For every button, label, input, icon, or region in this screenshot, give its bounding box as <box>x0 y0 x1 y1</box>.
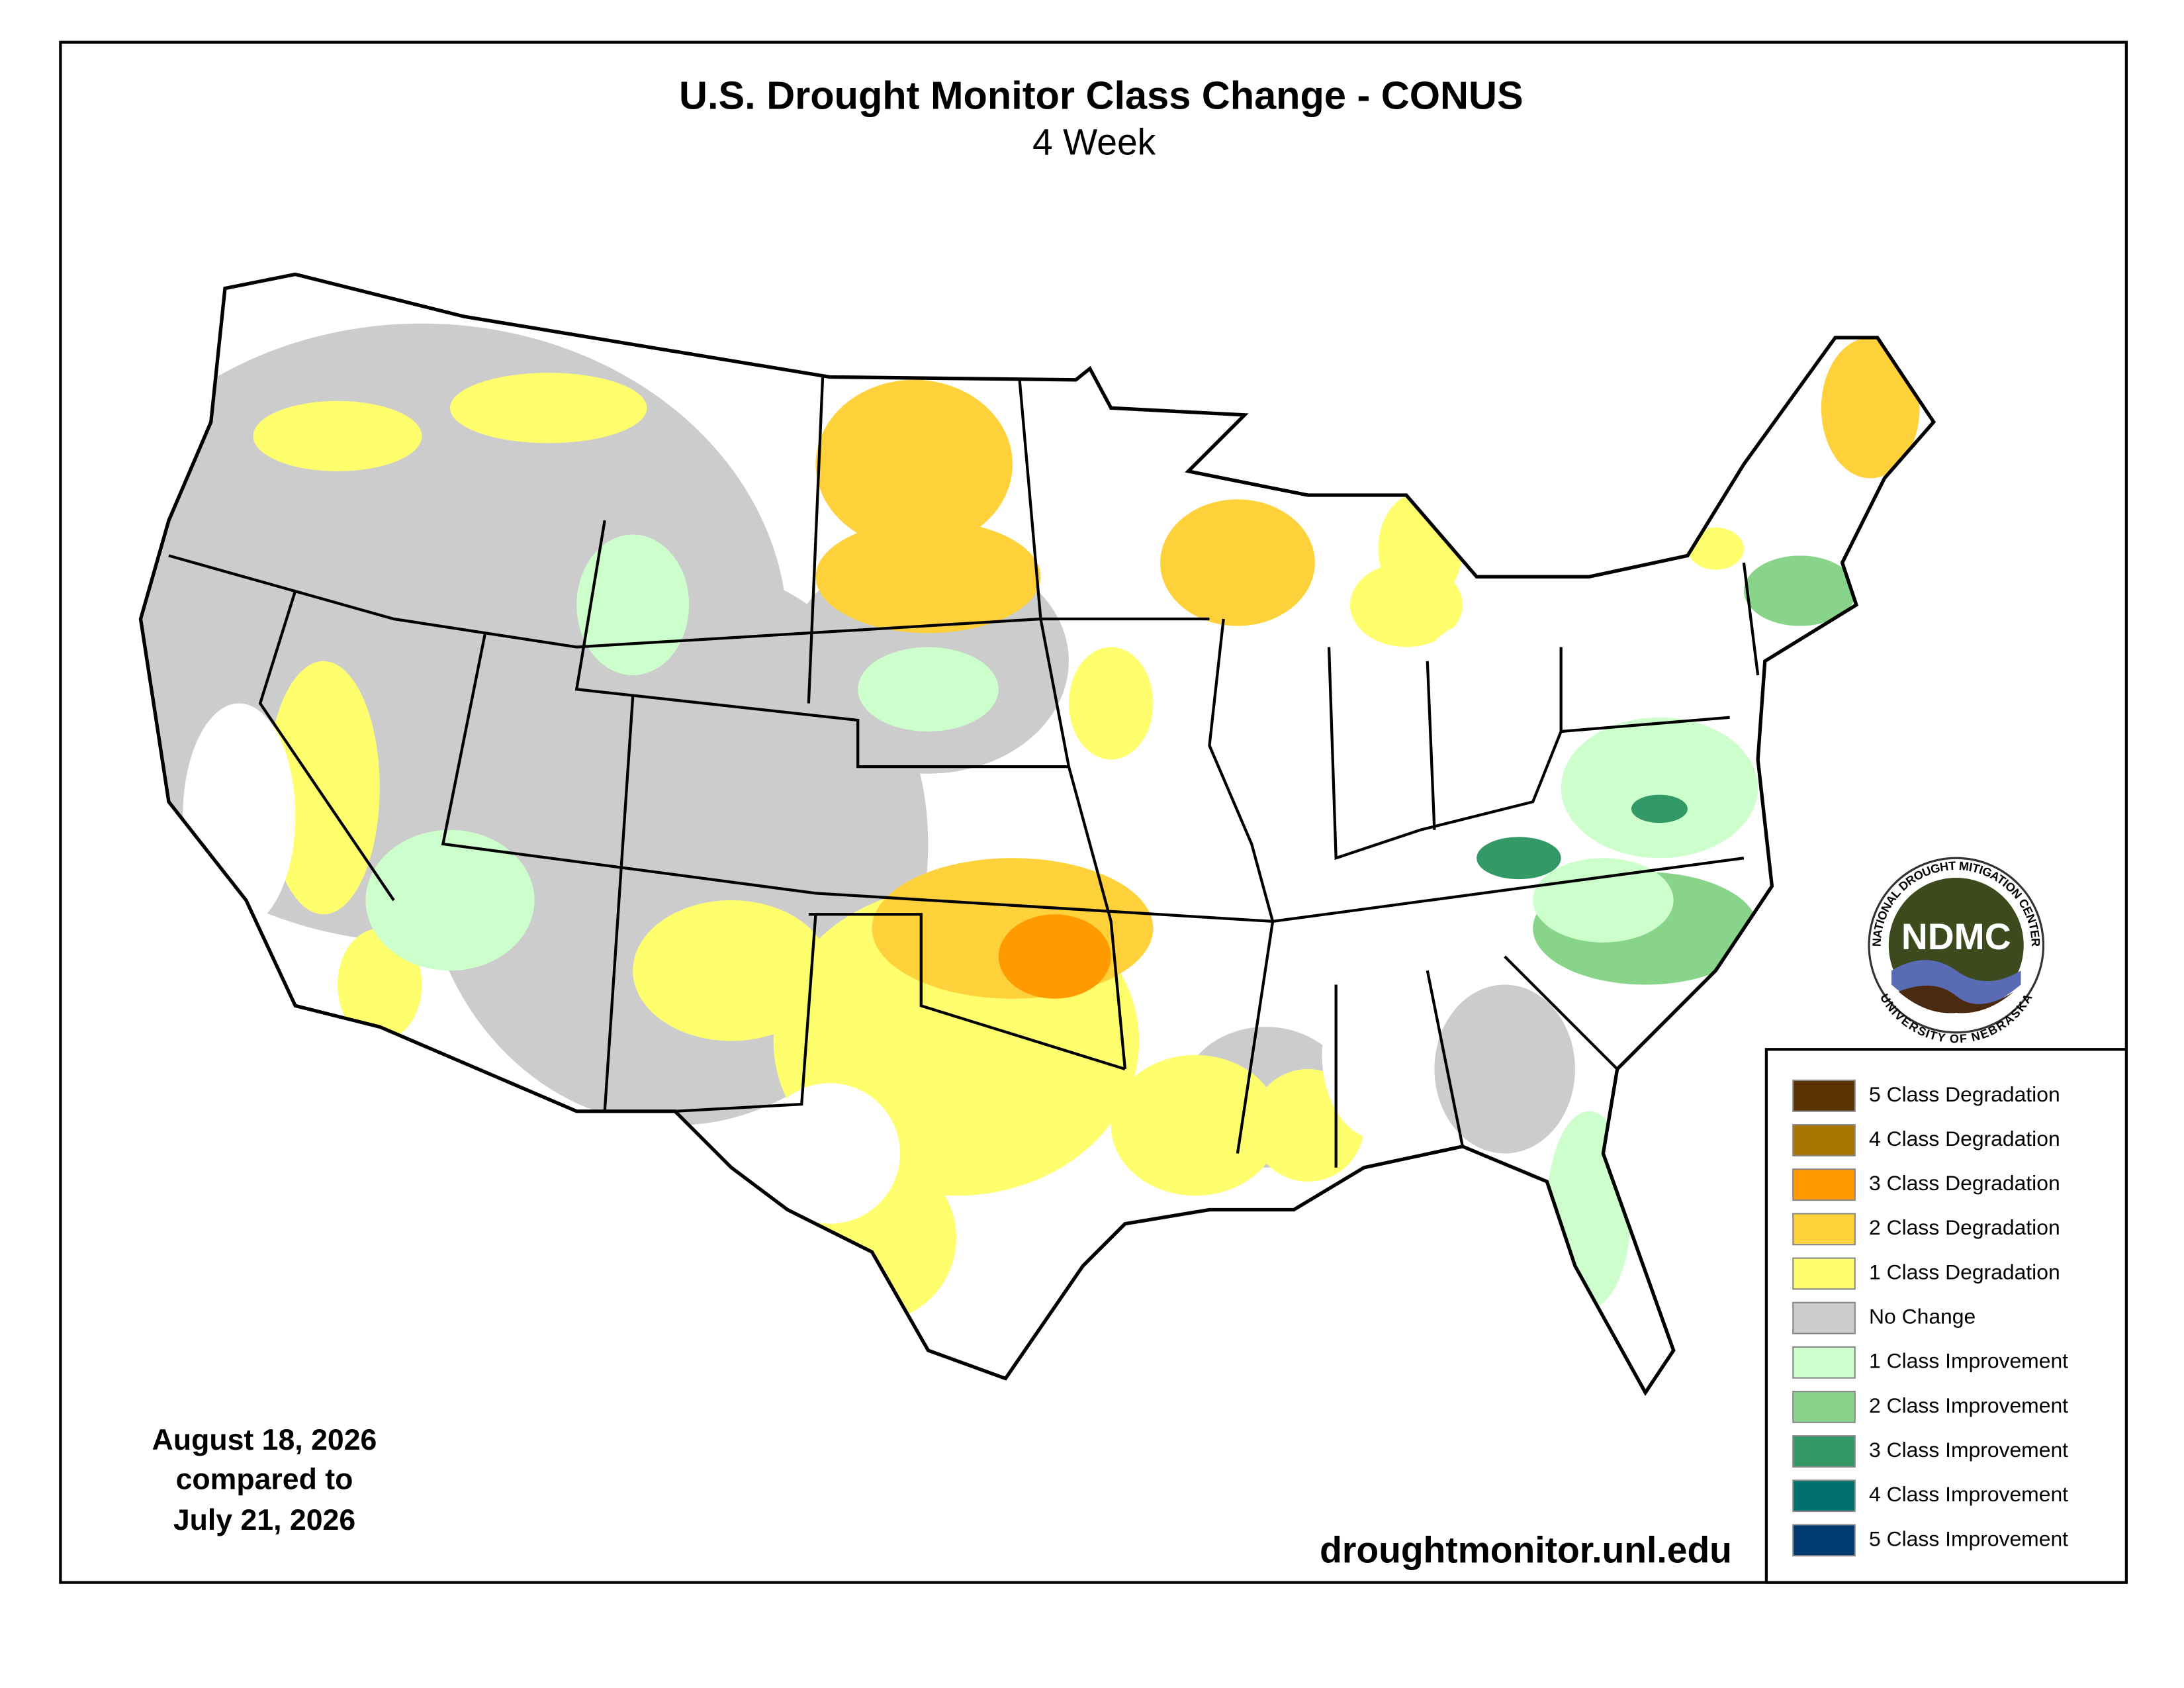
drought-area <box>1547 604 1716 718</box>
drought-area <box>1821 338 1920 479</box>
drought-area <box>1420 619 1561 732</box>
drought-area <box>1743 555 1856 626</box>
legend-label: 2 Class Improvement <box>1869 1393 2068 1417</box>
legend: 5 Class Degradation 4 Class Degradation 3 … <box>1792 1079 2068 1557</box>
legend-label: 4 Class Degradation <box>1869 1127 2060 1150</box>
legend-label: 1 Class Degradation <box>1869 1260 2060 1284</box>
drought-area <box>998 914 1111 999</box>
source-url: droughtmonitor.unl.edu <box>1320 1530 1732 1571</box>
drought-area <box>1561 717 1758 859</box>
drought-area <box>815 520 1041 633</box>
legend-label: 5 Class Improvement <box>1869 1526 2068 1550</box>
date-line: compared to <box>176 1463 353 1495</box>
ndmc-logo: NDMC NATIONAL DROUGHT MITIGATION CENTER … <box>1868 857 2045 1045</box>
title: U.S. Drought Monitor Class Change - CONU… <box>679 73 1524 118</box>
drought-area <box>1687 527 1744 570</box>
drought-area <box>1434 984 1575 1154</box>
legend-label: 4 Class Improvement <box>1869 1482 2068 1506</box>
drought-area <box>1160 499 1315 626</box>
legend-swatch <box>1792 1301 1856 1335</box>
drought-area <box>759 1083 900 1224</box>
legend-label: 2 Class Degradation <box>1869 1215 2060 1239</box>
legend-swatch <box>1792 1524 1856 1557</box>
legend-swatch <box>1792 1124 1856 1156</box>
drought-area <box>365 829 535 971</box>
drought-area <box>1322 970 1435 1140</box>
legend-label: No Change <box>1869 1305 1976 1329</box>
legend-swatch <box>1792 1435 1856 1468</box>
drought-area <box>1533 858 1674 943</box>
state-lines <box>168 377 1760 1168</box>
legend-label: 3 Class Improvement <box>1869 1438 2068 1462</box>
drought-area <box>253 400 422 471</box>
legend-swatch <box>1792 1390 1856 1423</box>
legend-swatch <box>1792 1479 1856 1513</box>
subtitle: 4 Week <box>1032 122 1156 163</box>
drought-area <box>1111 1055 1280 1196</box>
conus-outline <box>138 272 1936 1396</box>
drought-area <box>576 534 690 676</box>
drought-area <box>1631 794 1688 823</box>
logo-name: NDMC <box>1901 916 2011 957</box>
date-line: August 18, 2026 <box>152 1424 377 1456</box>
legend-label: 5 Class Degradation <box>1869 1082 2060 1106</box>
drought-area <box>1477 837 1561 880</box>
drought-area <box>815 379 1013 549</box>
drought-area <box>1068 647 1154 760</box>
drought-area <box>267 661 380 915</box>
legend-swatch <box>1792 1346 1856 1379</box>
date-line: July 21, 2026 <box>173 1504 355 1536</box>
drought-area <box>858 647 999 732</box>
legend-swatch <box>1792 1168 1856 1201</box>
drought-area <box>1293 872 1406 985</box>
drought-area <box>1153 689 1322 830</box>
legend-swatch <box>1792 1079 1856 1112</box>
legend-swatch <box>1792 1257 1856 1290</box>
legend-swatch <box>1792 1213 1856 1246</box>
legend-label: 3 Class Degradation <box>1869 1171 2060 1195</box>
legend-label: 1 Class Improvement <box>1869 1349 2068 1373</box>
drought-area <box>449 373 647 444</box>
